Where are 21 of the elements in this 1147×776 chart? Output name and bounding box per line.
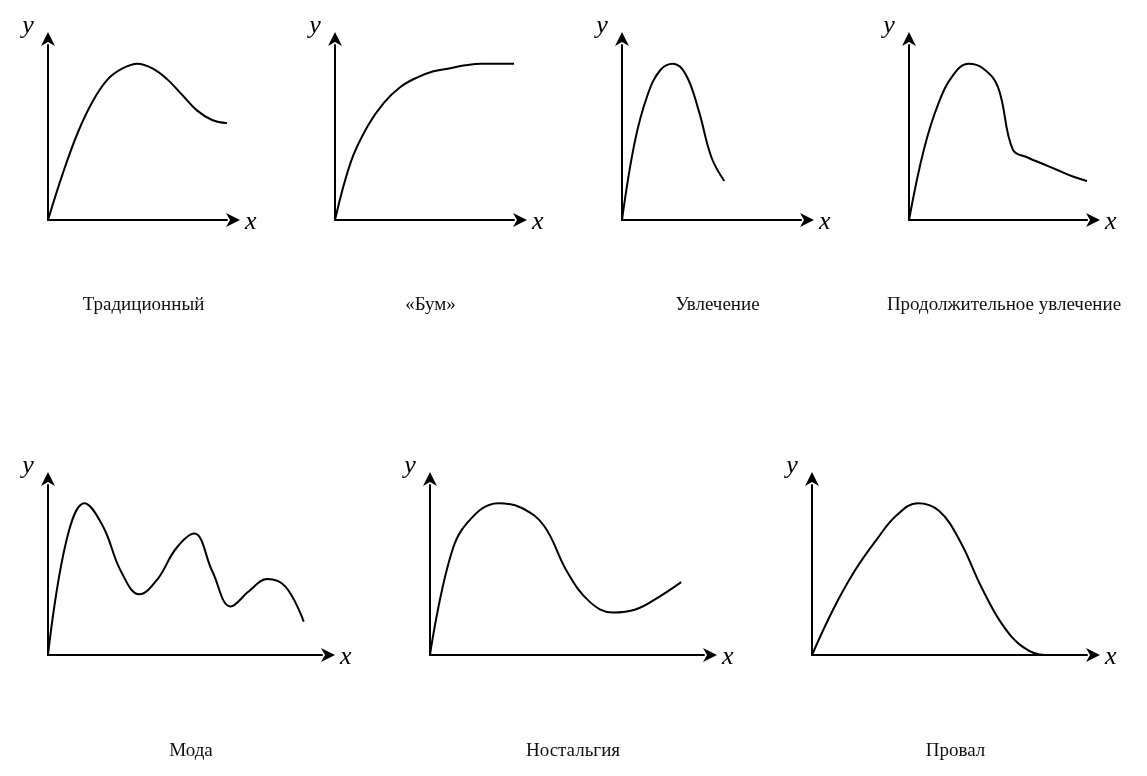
text: Ностальгия: [525, 738, 621, 760]
y-axis-title: y: [19, 9, 35, 39]
y-axis-title: y: [783, 449, 799, 479]
y-axis-title: y: [19, 449, 35, 479]
text: «Бум»: [405, 292, 456, 314]
text: Продолжительное увлечение: [886, 292, 1122, 314]
y-axis-title: y: [401, 449, 417, 479]
text: Мода: [169, 738, 214, 760]
x-axis-title: x: [1104, 205, 1117, 235]
x-axis-title: x: [721, 640, 734, 670]
text: Увлечение: [675, 292, 760, 314]
text: Традиционный: [82, 292, 205, 314]
x-axis-title: x: [531, 205, 544, 235]
text: Провал: [925, 738, 986, 760]
x-axis-title: x: [818, 205, 831, 235]
y-axis-title: y: [880, 9, 896, 39]
x-axis-title: x: [244, 205, 257, 235]
y-axis-title: y: [306, 9, 322, 39]
y-axis-title: y: [593, 9, 609, 39]
x-axis-title: x: [339, 640, 352, 670]
x-axis-title: x: [1104, 640, 1117, 670]
